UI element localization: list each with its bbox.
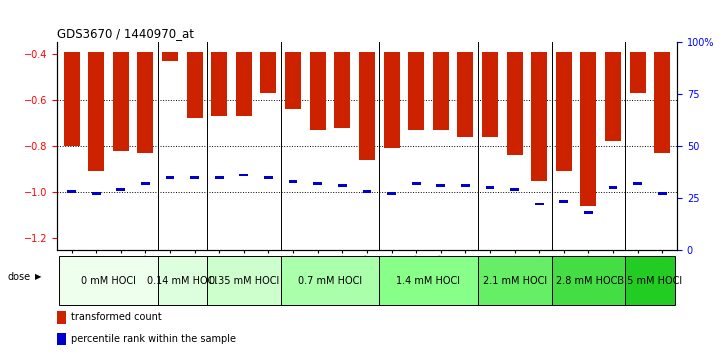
Bar — [281, 256, 379, 305]
Bar — [63, 52, 79, 146]
Text: ▶: ▶ — [35, 273, 41, 281]
Bar — [309, 52, 325, 130]
Text: 0.35 mM HOCl: 0.35 mM HOCl — [209, 275, 279, 286]
Bar — [116, 188, 125, 191]
Text: 0.7 mM HOCl: 0.7 mM HOCl — [298, 275, 362, 286]
Bar — [186, 52, 202, 119]
Text: 0 mM HOCl: 0 mM HOCl — [81, 275, 136, 286]
Bar — [625, 256, 675, 305]
Bar — [507, 52, 523, 155]
Bar — [162, 52, 178, 61]
Bar — [190, 176, 199, 178]
Bar — [113, 52, 129, 151]
Bar — [531, 52, 547, 181]
Bar — [486, 186, 494, 189]
Bar — [57, 332, 66, 345]
Bar — [264, 176, 273, 178]
Bar — [555, 52, 571, 171]
Bar — [158, 256, 207, 305]
Bar — [436, 184, 445, 187]
Bar — [654, 52, 670, 153]
Bar — [236, 52, 252, 116]
Bar — [240, 173, 248, 176]
Bar — [535, 202, 544, 205]
Bar — [92, 192, 100, 195]
Bar — [261, 52, 277, 93]
Bar — [552, 256, 625, 305]
Bar — [285, 52, 301, 109]
Text: 3.5 mM HOCl: 3.5 mM HOCl — [618, 275, 682, 286]
Bar — [88, 52, 104, 171]
Bar — [584, 211, 593, 214]
Bar — [609, 186, 617, 189]
Bar — [605, 52, 621, 142]
Bar — [408, 52, 424, 130]
Bar — [384, 52, 400, 148]
Bar — [211, 52, 227, 116]
Text: percentile rank within the sample: percentile rank within the sample — [71, 334, 236, 344]
Bar — [138, 52, 154, 153]
Text: 0.14 mM HOCl: 0.14 mM HOCl — [147, 275, 218, 286]
Bar — [141, 182, 150, 185]
Bar — [461, 184, 470, 187]
Bar — [334, 52, 350, 128]
Bar — [359, 52, 375, 160]
Text: 1.4 mM HOCl: 1.4 mM HOCl — [397, 275, 460, 286]
Bar — [559, 200, 569, 204]
Bar — [432, 52, 448, 130]
Bar — [630, 52, 646, 93]
Text: 2.8 mM HOCl: 2.8 mM HOCl — [556, 275, 620, 286]
Bar — [207, 256, 281, 305]
Bar — [633, 182, 642, 185]
Bar — [387, 192, 396, 195]
Bar — [338, 184, 347, 187]
Text: transformed count: transformed count — [71, 313, 162, 322]
Bar — [289, 180, 298, 183]
Bar — [658, 192, 667, 195]
Bar — [457, 52, 473, 137]
Bar — [59, 256, 158, 305]
Bar — [379, 256, 478, 305]
Bar — [215, 176, 223, 178]
Text: dose: dose — [7, 272, 31, 282]
Text: 2.1 mM HOCl: 2.1 mM HOCl — [483, 275, 547, 286]
Bar — [478, 256, 552, 305]
Bar — [165, 176, 175, 178]
Text: GDS3670 / 1440970_at: GDS3670 / 1440970_at — [57, 27, 194, 40]
Bar — [313, 182, 322, 185]
Bar — [363, 190, 371, 193]
Bar — [510, 188, 519, 191]
Bar — [412, 182, 421, 185]
Bar — [57, 312, 66, 324]
Bar — [67, 190, 76, 193]
Bar — [580, 52, 596, 206]
Bar — [482, 52, 498, 137]
